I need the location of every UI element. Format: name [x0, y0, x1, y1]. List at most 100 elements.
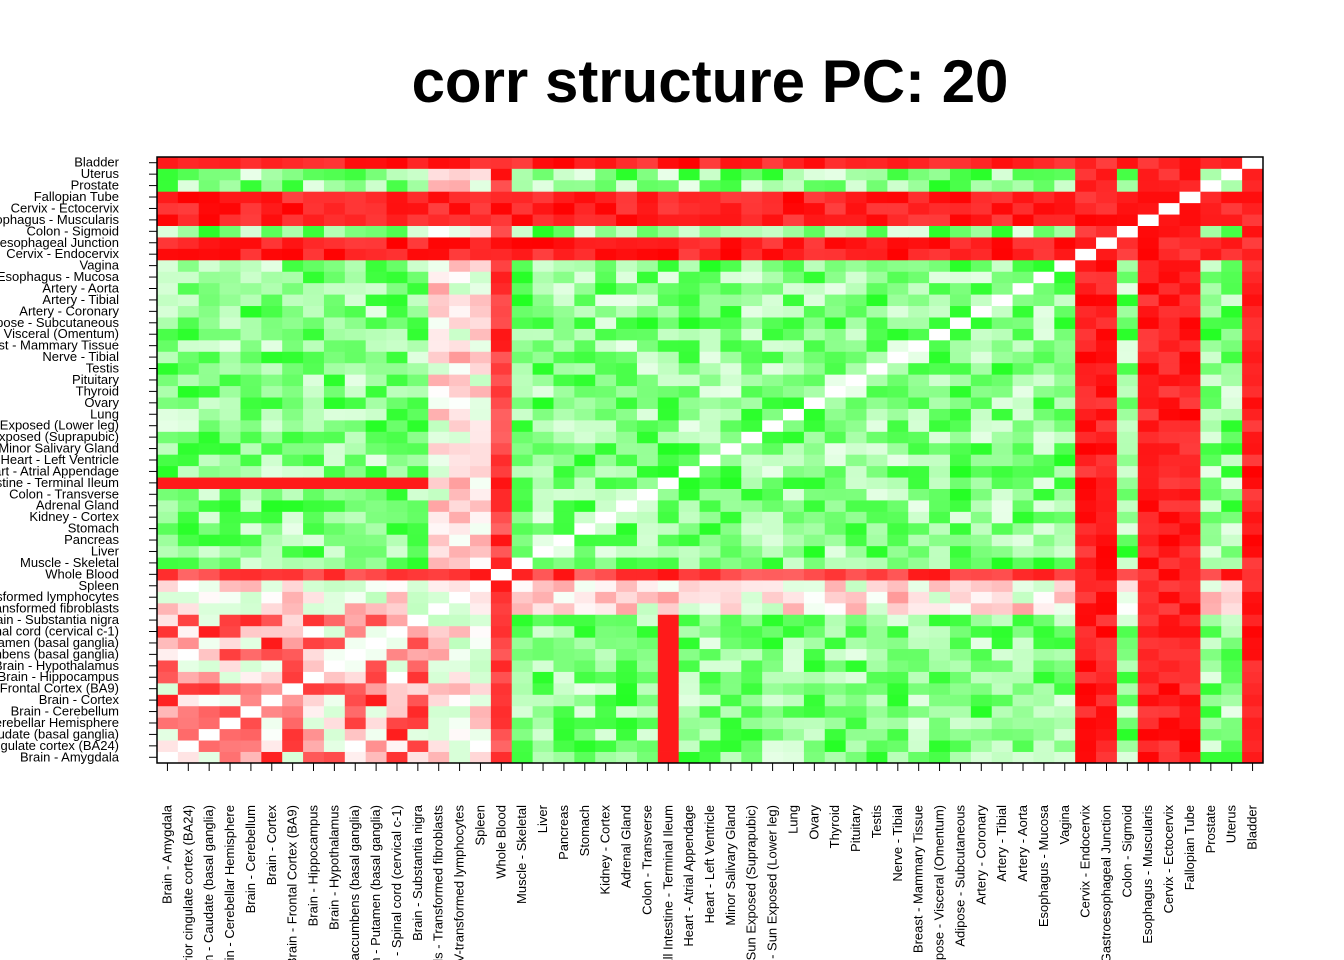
heatmap-cell [470, 157, 492, 169]
heatmap-cell [177, 351, 200, 364]
heatmap-cell [470, 271, 492, 284]
heatmap-cell [1137, 282, 1160, 295]
heatmap-cell [449, 305, 471, 318]
heatmap-cell [470, 362, 492, 375]
heatmap-cell [1137, 248, 1160, 261]
heatmap-cell [616, 682, 638, 695]
heatmap-cell [616, 202, 638, 215]
heatmap-cell [282, 580, 304, 592]
heatmap-cell [657, 362, 680, 375]
heatmap-cell [887, 511, 909, 524]
heatmap-cell [449, 671, 471, 684]
heatmap-cell [1179, 625, 1201, 638]
heatmap-cell [845, 419, 867, 432]
heatmap-cell [866, 431, 888, 444]
heatmap-cell [929, 362, 951, 375]
heatmap-cell [991, 591, 1013, 604]
heatmap-cell [407, 214, 429, 226]
heatmap-cell [908, 740, 930, 752]
heatmap-cell [574, 237, 596, 249]
heatmap-cell [490, 751, 513, 764]
heatmap-cell [219, 442, 241, 455]
heatmap-cell [574, 671, 596, 684]
heatmap-cell [511, 660, 534, 672]
heatmap-cell [574, 225, 596, 238]
heatmap-cell [929, 179, 951, 192]
heatmap-cell [1158, 660, 1180, 672]
heatmap-cell [1012, 614, 1034, 627]
heatmap-cell [1075, 442, 1097, 455]
heatmap-cell [1096, 488, 1118, 501]
heatmap-cell [595, 465, 617, 478]
heatmap-cell [1033, 637, 1055, 650]
heatmap-cell [407, 580, 429, 592]
heatmap-cell [428, 374, 450, 387]
heatmap-cell [282, 568, 304, 581]
heatmap-cell [219, 740, 241, 752]
y-tick-label: Liver [91, 543, 120, 558]
heatmap-cell [636, 614, 659, 627]
heatmap-cell [866, 580, 888, 592]
heatmap-cell [1012, 637, 1034, 650]
heatmap-cell [845, 317, 867, 329]
heatmap-cell [908, 317, 930, 329]
heatmap-cell [344, 168, 367, 181]
heatmap-cell [177, 271, 200, 284]
heatmap-cell [803, 637, 826, 650]
heatmap-cell [699, 500, 721, 512]
heatmap-cell [1179, 511, 1201, 524]
heatmap-cell [303, 362, 325, 375]
heatmap-cell [407, 477, 429, 489]
heatmap-cell [887, 557, 909, 570]
heatmap-cell [198, 717, 221, 730]
heatmap-cell [282, 419, 304, 432]
heatmap-cell [762, 225, 784, 238]
heatmap-cell [783, 214, 805, 226]
heatmap-cell [261, 225, 283, 238]
heatmap-cell [970, 328, 993, 341]
heatmap-cell [636, 580, 659, 592]
heatmap-cell [824, 385, 847, 398]
heatmap-cell [783, 637, 805, 650]
heatmap-cell [845, 682, 867, 695]
heatmap-cell [762, 271, 784, 284]
heatmap-cell [1054, 351, 1076, 364]
heatmap-cell [783, 740, 805, 752]
heatmap-cell [261, 168, 283, 181]
heatmap-cell [866, 271, 888, 284]
heatmap-cell [574, 202, 596, 215]
heatmap-cell [177, 648, 200, 661]
heatmap-cell [532, 179, 554, 192]
heatmap-cell [699, 214, 721, 226]
heatmap-cell [1242, 545, 1264, 558]
y-tick-label: Brain - Cerebellar Hemisphere [0, 715, 119, 730]
heatmap-cell [1221, 717, 1243, 730]
heatmap-cell [866, 625, 888, 638]
heatmap-cell [1096, 214, 1118, 226]
heatmap-cell [824, 614, 847, 627]
heatmap-cell [553, 648, 575, 661]
heatmap-cell [1158, 740, 1180, 752]
heatmap-cell [386, 419, 408, 432]
heatmap-cell [1137, 465, 1160, 478]
heatmap-cell [282, 545, 304, 558]
heatmap-cell [824, 580, 847, 592]
heatmap-cell [1012, 580, 1034, 592]
heatmap-cell [1137, 214, 1160, 226]
heatmap-cell [1179, 408, 1201, 421]
heatmap-cell [490, 385, 513, 398]
heatmap-cell [303, 682, 325, 695]
heatmap-cell [386, 682, 408, 695]
heatmap-cell [616, 728, 638, 741]
heatmap-cell [929, 568, 951, 581]
heatmap-cell [699, 511, 721, 524]
heatmap-cell [1137, 237, 1160, 249]
heatmap-cell [1200, 500, 1222, 512]
heatmap-cell [198, 740, 221, 752]
heatmap-cell [1158, 705, 1180, 718]
heatmap-cell [344, 488, 367, 501]
heatmap-cell [240, 214, 262, 226]
heatmap-cell [344, 682, 367, 695]
heatmap-cell [949, 168, 972, 181]
heatmap-cell [616, 660, 638, 672]
